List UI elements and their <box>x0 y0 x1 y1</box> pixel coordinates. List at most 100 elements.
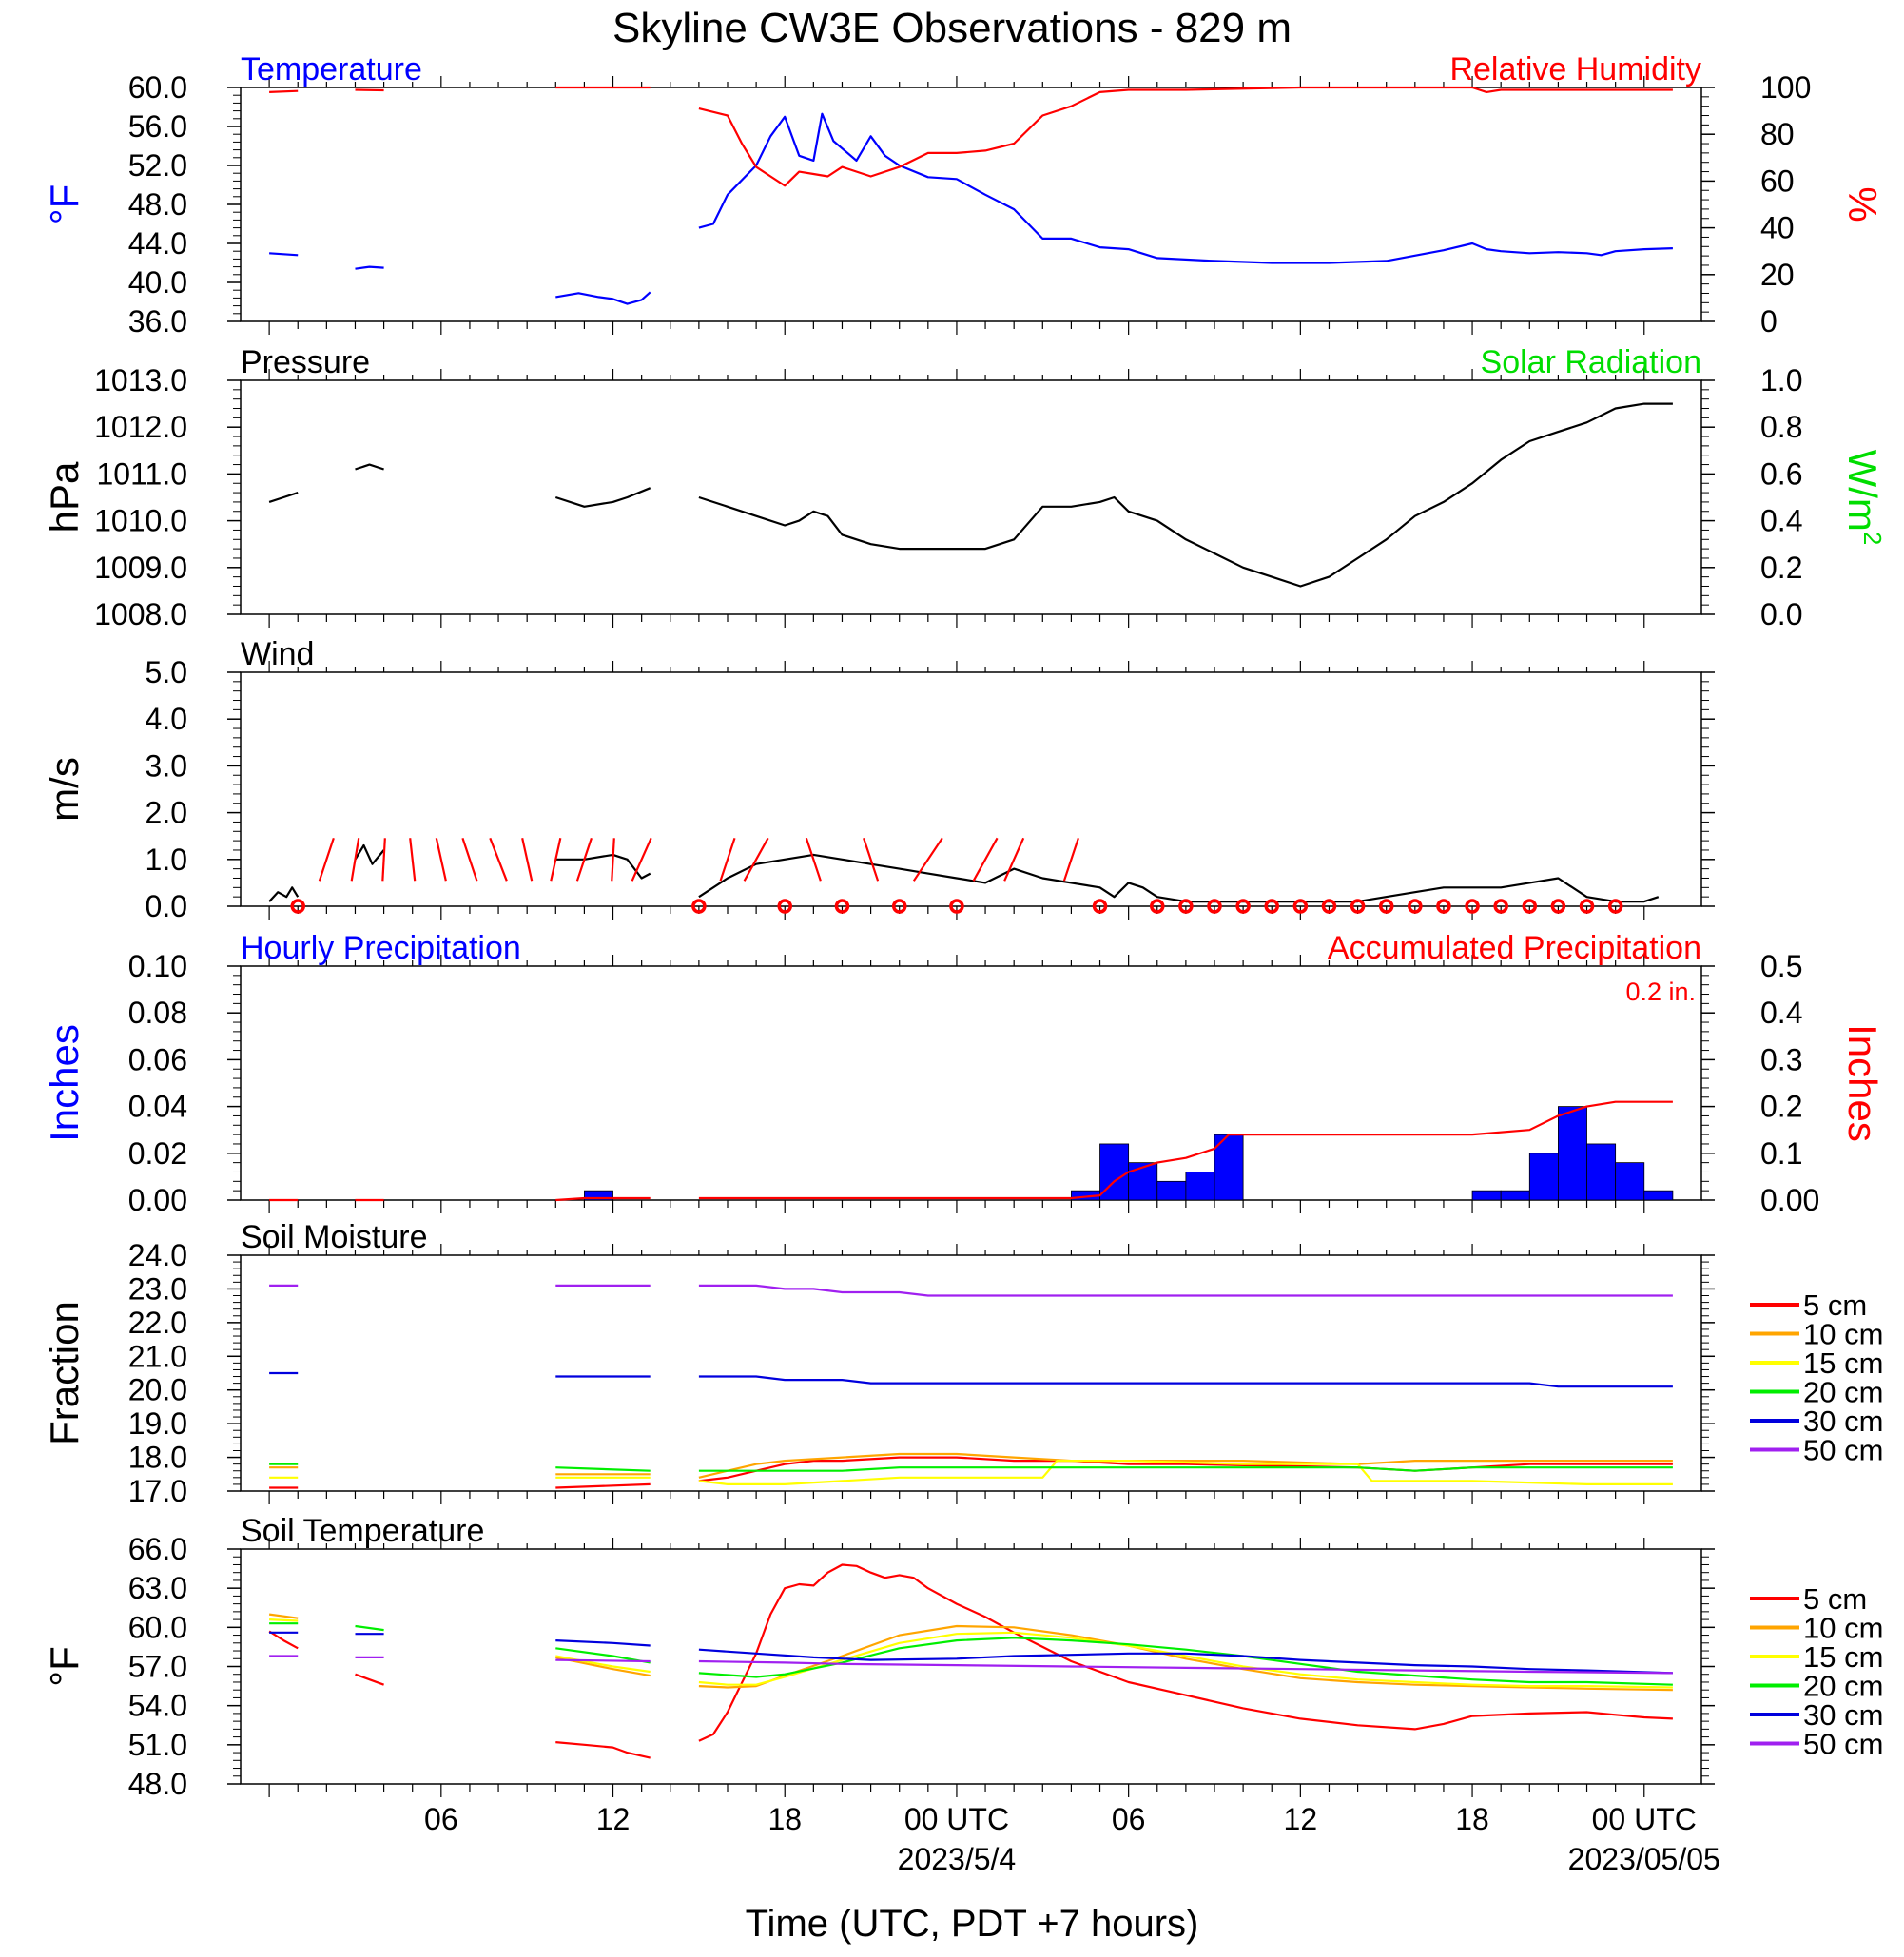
x-tick-label: 00 UTC <box>1592 1802 1697 1836</box>
legend-label: 30 cm <box>1803 1698 1883 1732</box>
calm-wind-circle <box>1092 899 1108 914</box>
calm-wind-circle <box>1408 899 1423 914</box>
series-line-5-cm <box>555 1741 651 1759</box>
calm-wind-circle <box>1207 899 1222 914</box>
legend-label: 50 cm <box>1803 1434 1883 1467</box>
precip-bar <box>1558 1106 1587 1201</box>
calm-wind-circle <box>949 899 964 914</box>
precipitation-panel: 0.00 0.02 0.04 0.06 0.08 0.10 0.00 0.1 0.2 0.3 0.4… <box>42 930 1885 1217</box>
x-tick-label: 12 <box>596 1802 631 1836</box>
ylabel-superscript: 2 <box>1858 532 1887 545</box>
temperature-humidity-frame <box>240 87 1702 322</box>
y-tick-label-left: 23.0 <box>128 1271 187 1306</box>
series-line-temperature <box>355 265 384 270</box>
precipitation-ylabel-left: Inches <box>42 1024 87 1142</box>
series-line-5-cm <box>555 1482 651 1489</box>
y-tick-label-left: 0.10 <box>128 949 187 983</box>
precip-bar <box>1128 1162 1158 1201</box>
pressure-solar-title-right: Solar Radiation <box>1481 344 1701 380</box>
y-tick-label-left: 17.0 <box>128 1474 187 1508</box>
y-tick-label-right: 0.00 <box>1760 1183 1819 1217</box>
series-line-50-cm <box>698 1284 1673 1297</box>
soil-temperature-ylabel-left: °F <box>42 1646 87 1686</box>
y-tick-label-left: 0.02 <box>128 1136 187 1171</box>
series-line-5-cm <box>268 1630 299 1650</box>
series-line-pressure <box>268 492 299 503</box>
wind-frame <box>240 671 1702 907</box>
y-tick-label-right: 0.3 <box>1760 1042 1802 1076</box>
wind-panel: 0.0 1.0 2.0 3.0 4.0 5.0 Wind m/s <box>42 636 1715 923</box>
y-tick-label-left: 18.0 <box>128 1441 187 1475</box>
precip-bar <box>1500 1190 1530 1201</box>
y-tick-label-left: 60.0 <box>128 1610 187 1644</box>
wind-ylabel-left: m/s <box>42 757 87 822</box>
calm-wind-circle <box>1378 899 1394 914</box>
precip-bar <box>1185 1172 1215 1201</box>
y-tick-label-left: 0.0 <box>146 889 187 923</box>
x-tick-label: 06 <box>1112 1802 1146 1836</box>
precip-bar <box>1615 1162 1645 1201</box>
series-line-10-cm <box>555 1656 651 1677</box>
series-line-30-cm <box>555 1639 651 1647</box>
y-tick-label-right: 40 <box>1760 211 1795 245</box>
y-tick-label-right: 0 <box>1760 304 1778 339</box>
y-tick-label-left: 2.0 <box>146 796 187 830</box>
soil-temperature-panel: 48.0 51.0 54.0 57.0 60.0 63.0 66.0 Soil Tempera… <box>42 1513 1883 1801</box>
temperature-humidity-ylabel-right: % <box>1840 186 1885 222</box>
wind-barb <box>863 837 880 882</box>
y-tick-label-left: 44.0 <box>128 226 187 261</box>
soil-moisture-frame <box>240 1254 1702 1492</box>
y-tick-label-right: 20 <box>1760 258 1795 292</box>
wind-barb <box>719 837 736 882</box>
y-tick-label-left: 3.0 <box>146 748 187 783</box>
wind-barb <box>805 837 822 882</box>
wind-barb <box>461 837 478 882</box>
y-tick-label-left: 1.0 <box>146 843 187 877</box>
series-line-wind <box>698 853 1660 903</box>
y-tick-label-left: 0.06 <box>128 1042 187 1076</box>
x-tick-label: 12 <box>1284 1802 1318 1836</box>
series-line-accumulated-precipitation <box>698 1100 1673 1200</box>
wind-barb <box>435 838 447 882</box>
y-tick-label-left: 51.0 <box>128 1728 187 1762</box>
temperature-humidity-ylabel-left: °F <box>42 184 87 224</box>
calm-wind-circle <box>691 899 707 914</box>
calm-wind-circle <box>290 899 305 914</box>
legend-label: 5 cm <box>1803 1582 1867 1616</box>
y-tick-label-right: 0.2 <box>1760 1090 1802 1124</box>
calm-wind-circle <box>1150 899 1165 914</box>
series-line-15-cm <box>269 1618 299 1622</box>
pressure-solar-ylabel-right: W/m2 <box>1840 450 1887 546</box>
y-tick-label-left: 0.08 <box>128 996 187 1030</box>
x-axis-label: Time (UTC, PDT +7 hours) <box>746 1903 1199 1945</box>
soil-temperature-title-left: Soil Temperature <box>241 1513 484 1549</box>
series-line-20-cm <box>698 1637 1673 1686</box>
series-line-temperature <box>269 252 299 257</box>
legend-label: 15 cm <box>1803 1640 1883 1674</box>
y-tick-label-right: 0.6 <box>1760 456 1802 491</box>
y-tick-label-right: 0.8 <box>1760 410 1802 444</box>
wind-barb <box>350 838 360 882</box>
precipitation-title-left: Hourly Precipitation <box>241 930 521 966</box>
series-line-10-cm <box>268 1613 299 1619</box>
precip-bar <box>1586 1143 1617 1201</box>
wind-barb <box>381 838 386 882</box>
calm-wind-circle <box>891 899 907 914</box>
series-line-relative-humidity <box>355 88 384 92</box>
legend-label: 20 cm <box>1803 1376 1883 1409</box>
calm-wind-circle <box>1493 899 1508 914</box>
y-tick-label-left: 57.0 <box>128 1650 187 1684</box>
calm-wind-circle <box>1178 899 1194 914</box>
series-line-accumulated-precipitation <box>555 1196 651 1202</box>
y-tick-label-right: 60 <box>1760 164 1795 198</box>
y-tick-label-right: 0.4 <box>1760 996 1802 1030</box>
calm-wind-circle <box>1522 899 1538 914</box>
series-line-pressure <box>698 402 1673 588</box>
calm-wind-circle <box>777 899 792 914</box>
legend-label: 10 cm <box>1803 1612 1883 1645</box>
pressure-solar-frame <box>240 379 1702 615</box>
y-tick-label-left: 66.0 <box>128 1532 187 1566</box>
series-line-wind <box>268 886 300 902</box>
x-tick-label: 06 <box>424 1802 458 1836</box>
y-tick-label-right: 80 <box>1760 117 1795 151</box>
